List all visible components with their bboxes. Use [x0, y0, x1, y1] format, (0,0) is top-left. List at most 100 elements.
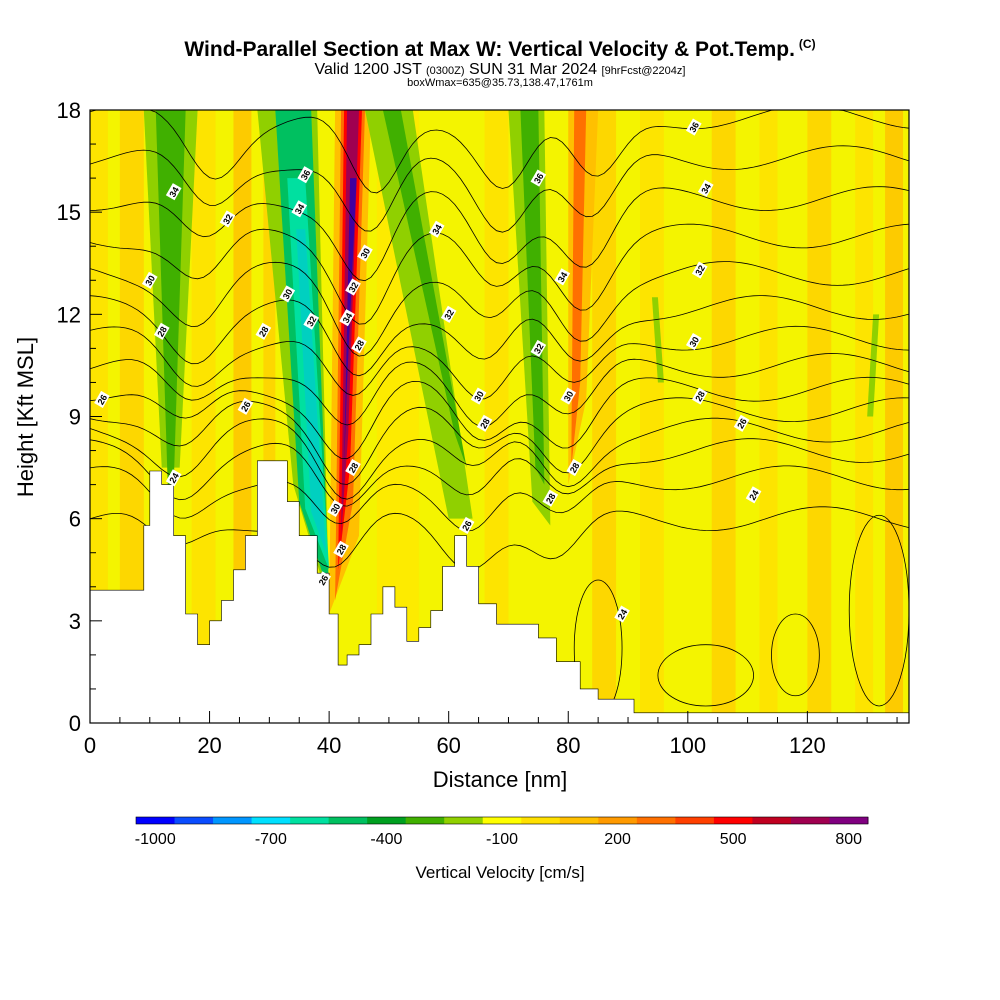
contour-label: 28	[566, 459, 583, 477]
contour-label-text: 28	[335, 543, 349, 557]
contour-label: 26	[315, 571, 331, 589]
contour-label-text: 34	[699, 182, 713, 196]
colorbar-swatch	[328, 817, 368, 824]
colorbar-swatch	[482, 817, 522, 824]
contour-label-text: 26	[239, 400, 253, 414]
contour-label-text: 28	[693, 389, 707, 403]
contour-label-bg	[530, 339, 547, 357]
contour-label-text: 32	[305, 315, 319, 329]
contour-label-bg	[345, 459, 361, 477]
contour-label: 30	[327, 499, 343, 518]
theta-contour	[89, 417, 910, 500]
contour-label-text: 24	[616, 607, 630, 621]
contour-label-bg	[697, 179, 714, 197]
colorbar-frame	[135, 816, 869, 825]
contour-label-bg	[339, 309, 355, 327]
contour-label-bg	[327, 499, 343, 518]
colorbar-tick-label: -1000	[135, 831, 176, 848]
contour-label-bg	[255, 322, 272, 340]
contour-label: 30	[470, 387, 487, 405]
contour-label: 26	[94, 390, 110, 409]
contour-label: 34	[697, 179, 714, 197]
contour-label-bg	[237, 397, 254, 415]
box-info: boxWmax=635@35.73,138.47,1761m	[407, 77, 593, 89]
contour-label: 28	[345, 459, 361, 477]
velocity-band	[571, 110, 587, 468]
field-strip	[885, 110, 904, 723]
field-strip	[263, 110, 276, 723]
contour-label: 24	[745, 486, 762, 504]
contour-label: 30	[279, 285, 296, 303]
field-strip	[807, 110, 832, 723]
contour-label-bg	[165, 469, 182, 487]
velocity-band	[867, 314, 880, 417]
contour-label-text: 36	[299, 168, 313, 182]
contour-label-text: 28	[544, 492, 558, 506]
field-strip	[711, 110, 736, 723]
contour-label-bg	[542, 489, 559, 507]
contour-label: 24	[614, 605, 630, 623]
colorbar-tick-label: -700	[255, 831, 287, 848]
contour-label-bg	[566, 459, 583, 477]
contour-label-bg	[351, 336, 367, 354]
velocity-band	[364, 110, 473, 519]
contour-label-text: 34	[430, 223, 444, 237]
contour-label-bg	[691, 261, 708, 279]
y-tick-label: 9	[69, 405, 81, 430]
theta-contour	[89, 376, 910, 460]
contour-label-text: 28	[353, 338, 367, 352]
field-strip	[855, 110, 874, 723]
contour-label-text: 26	[96, 393, 110, 407]
contour-label-bg	[691, 387, 708, 405]
contour-label: 28	[255, 322, 272, 340]
theta-contour	[89, 506, 910, 571]
contour-label: 32	[303, 312, 320, 330]
contour-label-bg	[303, 312, 320, 330]
contour-label: 26	[237, 397, 254, 415]
contour-label: 30	[560, 387, 577, 405]
colorbar-swatch	[790, 817, 830, 824]
theta-contour	[89, 465, 910, 532]
contour-label: 28	[476, 414, 493, 432]
contour-label-text: 32	[693, 263, 707, 277]
colorbar-swatch	[675, 817, 715, 824]
copyright-mark: (C)	[798, 37, 816, 51]
contour-label-text: 28	[478, 417, 492, 431]
contour-label-bg	[297, 166, 314, 184]
contour-label-bg	[458, 516, 475, 535]
contour-label-bg	[470, 387, 487, 405]
contour-label: 28	[691, 387, 708, 405]
contour-label-text: 26	[735, 417, 749, 431]
contour-label: 32	[219, 210, 236, 228]
contour-label-bg	[165, 183, 182, 201]
contour-label: 34	[165, 183, 182, 201]
velocity-bands	[143, 110, 880, 615]
contour-label: 28	[333, 540, 349, 558]
x-tick-label: 0	[84, 733, 96, 758]
valid-time: Valid 1200 JST (0300Z) SUN 31 Mar 2024 […	[314, 61, 686, 78]
colorbar-swatch	[405, 817, 445, 824]
contour-label-text: 34	[341, 311, 355, 325]
contour-label-text: 30	[562, 389, 576, 403]
contour-label: 28	[351, 336, 367, 354]
theta-contour	[89, 397, 910, 485]
contour-label-text: 26	[460, 519, 474, 533]
contour-label: 34	[291, 200, 308, 218]
contour-label-text: 28	[257, 325, 271, 339]
colorbar-tick-label: -100	[486, 831, 518, 848]
contour-label: 24	[165, 469, 182, 487]
x-tick-label: 40	[317, 733, 341, 758]
contour-label-bg	[554, 268, 571, 286]
y-tick-label: 0	[69, 711, 81, 736]
theta-contour-closed	[771, 613, 820, 697]
contour-label-text: 28	[568, 461, 582, 475]
velocity-band	[382, 110, 467, 468]
theta-contour	[89, 438, 910, 507]
colorbar-swatch	[367, 817, 407, 824]
x-tick-label: 120	[789, 733, 826, 758]
theta-contour	[89, 223, 910, 325]
contour-label: 32	[440, 305, 457, 323]
y-tick-label: 15	[57, 200, 81, 225]
contour-label-bg	[357, 244, 373, 262]
contour-label-text: 24	[167, 471, 181, 485]
